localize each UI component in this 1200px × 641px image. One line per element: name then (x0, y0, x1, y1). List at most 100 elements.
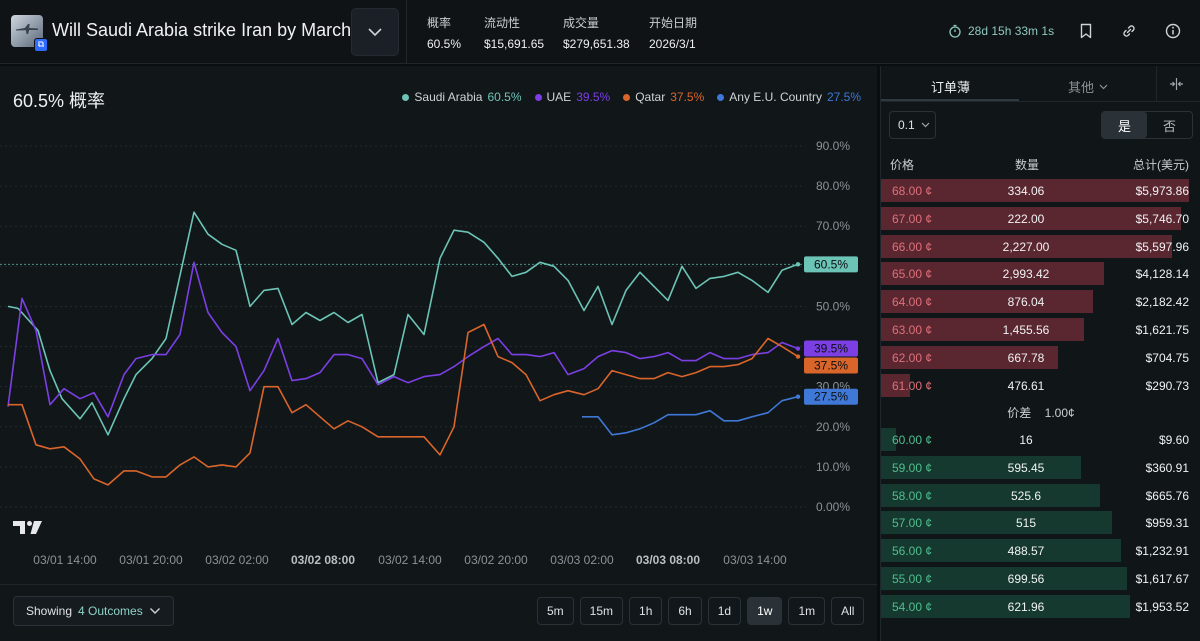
order-book-header: 价格 数量 总计(美元) (881, 156, 1200, 176)
price-cell: 64.00 ¢ (892, 295, 933, 310)
stopwatch-icon (949, 24, 961, 38)
depth-bar (881, 345, 1059, 369)
ask-row[interactable]: 62.00 ¢ 667.78 $704.75 (881, 345, 1200, 369)
legend-item[interactable]: Any E.U. Country 27.5% (717, 90, 861, 104)
quantity-cell: 334.06 (1007, 184, 1045, 198)
range-button-5m[interactable]: 5m (537, 597, 574, 625)
info-icon[interactable] (1164, 22, 1182, 40)
bid-row[interactable]: 57.00 ¢ 515 $959.31 (881, 511, 1200, 535)
value-tag-text: 39.5% (814, 342, 848, 356)
tab-other[interactable]: 其他 (1068, 77, 1108, 96)
range-button-1h[interactable]: 1h (629, 597, 663, 625)
legend-value: 60.5% (487, 90, 522, 104)
ask-row[interactable]: 63.00 ¢ 1,455.56 $1,621.75 (881, 318, 1200, 341)
stat-value: 2026/3/1 (649, 37, 696, 51)
expand-panel-icon[interactable] (1169, 77, 1184, 91)
bid-row[interactable]: 59.00 ¢ 595.45 $360.91 (881, 455, 1200, 479)
market-dropdown-button[interactable] (351, 8, 399, 56)
tab-divider (1156, 66, 1157, 102)
legend-item[interactable]: Qatar 37.5% (623, 90, 704, 104)
series-endpoint (795, 354, 801, 359)
bid-row[interactable]: 58.00 ¢ 525.6 $665.76 (881, 483, 1200, 507)
value-tag-text: 27.5% (814, 390, 848, 404)
total-cell: $9.60 (1158, 433, 1189, 447)
outcomes-selector-button[interactable]: Showing 4 Outcomes (13, 596, 174, 626)
stat-liquidity: 流动性 $15,691.65 (484, 14, 544, 51)
tab-order-book[interactable]: 订单薄 (931, 80, 971, 95)
depth-bar (881, 539, 1122, 563)
legend-item[interactable]: UAE 39.5% (534, 90, 610, 104)
legend-name: Saudi Arabia (414, 90, 483, 104)
bookmark-icon[interactable] (1077, 22, 1095, 40)
yes-no-toggle: 是 否 (1101, 111, 1193, 139)
quantity-cell: 16 (1019, 433, 1033, 447)
x-tick-label: 03/02 14:00 (378, 553, 442, 567)
price-cell: 65.00 ¢ (892, 267, 933, 282)
series-endpoint (795, 346, 801, 351)
tick-size-select[interactable]: 0.1 (889, 111, 936, 139)
range-button-1w[interactable]: 1w (747, 597, 783, 625)
series-value-tag: 37.5% (804, 357, 858, 374)
stat-label: 开始日期 (649, 16, 698, 30)
depth-bar (881, 290, 1093, 314)
stat-start-date: 开始日期 2026/3/1 (649, 14, 697, 51)
legend-item[interactable]: Saudi Arabia 60.5% (402, 90, 522, 104)
ask-row[interactable]: 64.00 ¢ 876.04 $2,182.42 (881, 290, 1200, 314)
ask-row[interactable]: 67.00 ¢ 222.00 $5,746.70 (881, 206, 1200, 230)
value-tag-bg (804, 388, 858, 405)
x-tick-label: 03/01 20:00 (119, 553, 183, 567)
range-button-All[interactable]: All (831, 597, 865, 625)
quantity-cell: 621.96 (1007, 599, 1045, 614)
chart-panel: 0.00%10.0%20.0%30.0%40.0%50.0%60.0%70.0%… (0, 66, 877, 641)
bid-row[interactable]: 54.00 ¢ 621.96 $1,953.52 (881, 594, 1200, 618)
ask-row[interactable]: 61.00 ¢ 476.61 $290.73 (881, 373, 1200, 397)
series-value-tag: 39.5% (804, 340, 858, 357)
series-line-qatar[interactable] (8, 323, 799, 486)
quantity-cell: 515 (1015, 516, 1037, 531)
price-cell: 54.00 ¢ (892, 599, 933, 614)
series-endpoint (795, 262, 801, 267)
bid-row[interactable]: 55.00 ¢ 699.56 $1,617.67 (881, 567, 1200, 590)
yes-toggle-button[interactable]: 是 (1102, 112, 1147, 138)
quantity-cell: 222.00 (1007, 211, 1045, 226)
market-thumbnail: ⧉ (11, 15, 48, 52)
range-button-1m[interactable]: 1m (788, 597, 826, 625)
depth-bar (881, 483, 1100, 507)
chevron-down-icon (368, 28, 382, 37)
quantity-column-header: 数量 (1015, 158, 1040, 172)
market-header: ⧉ Will Saudi Arabia strike Iran by March… (0, 0, 1200, 64)
no-toggle-button[interactable]: 否 (1162, 118, 1176, 134)
legend-value: 37.5% (670, 90, 705, 104)
stat-label: 概率 (427, 16, 452, 30)
series-line-any-e-u-country[interactable] (582, 395, 799, 436)
link-icon[interactable] (1120, 22, 1138, 40)
outcomes-label: Showing (26, 604, 73, 618)
range-button-6h[interactable]: 6h (668, 597, 702, 625)
x-tick-label: 03/02 02:00 (205, 553, 269, 567)
bid-row[interactable]: 56.00 ¢ 488.57 $1,232.91 (881, 539, 1200, 563)
quantity-cell: 488.57 (1007, 544, 1045, 559)
price-cell: 58.00 ¢ (892, 488, 933, 503)
ask-row[interactable]: 66.00 ¢ 2,227.00 $5,597.96 (881, 234, 1200, 258)
total-cell: $5,746.70 (1135, 211, 1189, 226)
ask-row[interactable]: 65.00 ¢ 2,993.42 $4,128.14 (881, 262, 1200, 286)
price-column-header: 价格 (890, 158, 915, 172)
series-line-uae[interactable] (7, 261, 799, 418)
x-tick-label: 03/01 14:00 (33, 553, 97, 567)
bid-row[interactable]: 60.00 ¢ 16 $9.60 (881, 428, 1200, 451)
stat-volume: 成交量 $279,651.38 (563, 14, 630, 51)
series-line-saudi-arabia[interactable] (7, 211, 799, 436)
quantity-cell: 595.45 (1007, 460, 1045, 475)
ask-row[interactable]: 68.00 ¢ 334.06 $5,973.86 (881, 179, 1200, 202)
x-tick-label: 03/02 20:00 (464, 553, 528, 567)
market-title: Will Saudi Arabia strike Iran by March 3… (52, 20, 387, 40)
range-button-15m[interactable]: 15m (579, 597, 624, 625)
total-cell: $360.91 (1145, 460, 1189, 475)
price-chart[interactable]: 0.00%10.0%20.0%30.0%40.0%50.0%60.0%70.0%… (0, 66, 877, 584)
tradingview-logo-icon[interactable] (13, 519, 43, 535)
legend-dot (534, 93, 542, 101)
total-cell: $4,128.14 (1135, 267, 1189, 282)
range-button-1d[interactable]: 1d (707, 597, 742, 625)
spread-value: 1.00¢ (1044, 406, 1075, 420)
y-tick-label: 70.0% (816, 219, 850, 233)
